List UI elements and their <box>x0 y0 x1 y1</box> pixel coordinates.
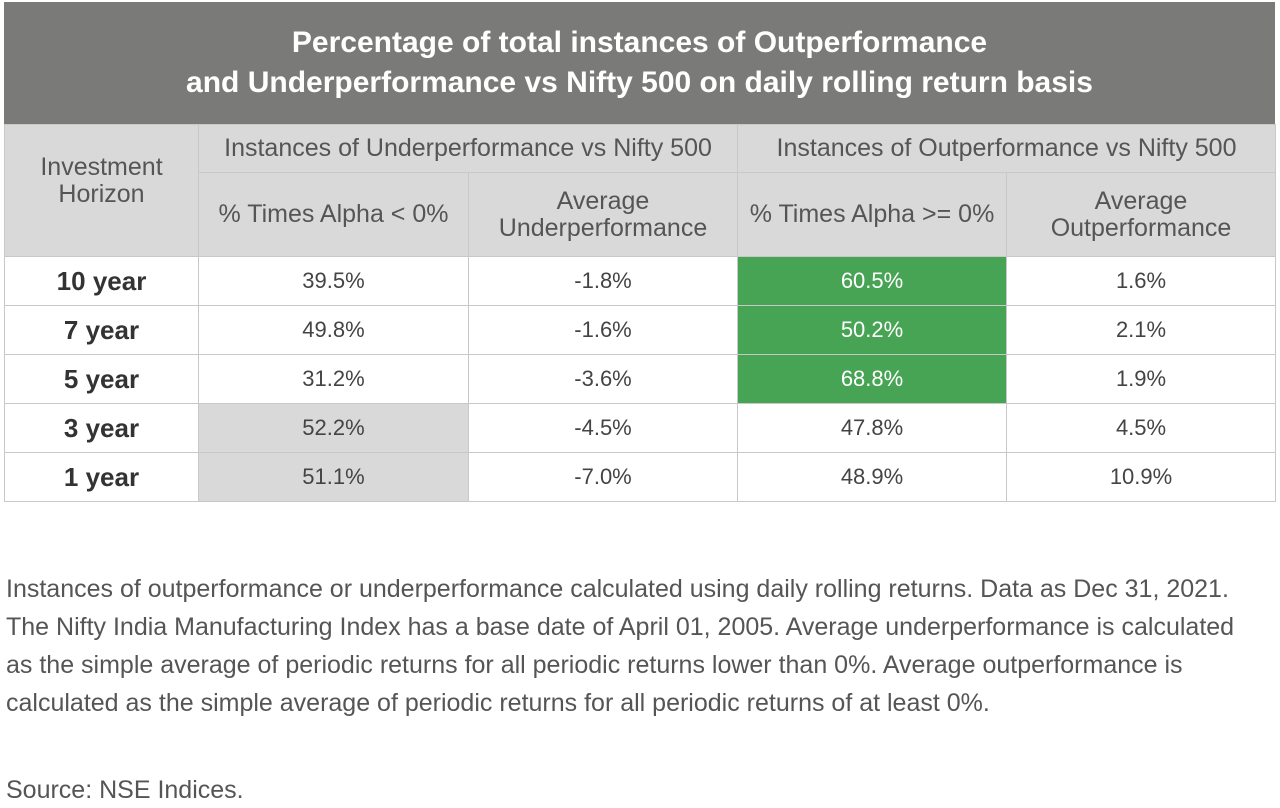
table-title-line-2: and Underperformance vs Nifty 500 on dai… <box>186 66 1093 99</box>
table-cell: 52.2% <box>198 403 469 453</box>
table-row: 10 year 39.5% -1.8% 60.5% 1.6% <box>4 256 1277 306</box>
times-alpha-negative-header: % Times Alpha < 0% <box>198 172 469 257</box>
table-title: Percentage of total instances of Outperf… <box>4 2 1275 124</box>
table-cell: -4.5% <box>467 403 739 453</box>
table-cell: 47.8% <box>737 403 1008 453</box>
average-underperformance-header: Average Underperformance <box>467 172 739 257</box>
average-outperformance-header: Average Outperformance <box>1006 172 1277 257</box>
table-cell: 4.5% <box>1006 403 1277 453</box>
table-cell: -1.8% <box>467 256 739 306</box>
row-label: 1 year <box>4 452 199 502</box>
table-row: 1 year 51.1% -7.0% 48.9% 10.9% <box>4 452 1277 502</box>
table-cell: 51.1% <box>198 452 469 502</box>
table-cell: 1.9% <box>1006 354 1277 404</box>
table-cell: -7.0% <box>467 452 739 502</box>
table-cell: 2.1% <box>1006 305 1277 355</box>
underperformance-group-header: Instances of Underperformance vs Nifty 5… <box>197 124 739 173</box>
table-row: 7 year 49.8% -1.6% 50.2% 2.1% <box>4 305 1277 355</box>
table-cell: -1.6% <box>467 305 739 355</box>
table-cell: 31.2% <box>198 354 469 404</box>
row-label: 3 year <box>4 403 199 453</box>
table-cell: 10.9% <box>1006 452 1277 502</box>
performance-table: Investment Horizon Instances of Underper… <box>4 124 1277 502</box>
table-cell: 49.8% <box>198 305 469 355</box>
footnote: Instances of outperformance or underperf… <box>6 575 1235 717</box>
row-label: 10 year <box>4 256 199 306</box>
table-cell: 60.5% <box>737 256 1008 306</box>
outperformance-group-header: Instances of Outperformance vs Nifty 500 <box>737 124 1277 173</box>
table-cell: 50.2% <box>737 305 1008 355</box>
row-label: 5 year <box>4 354 199 404</box>
table-row: 5 year 31.2% -3.6% 68.8% 1.9% <box>4 354 1277 404</box>
table-cell: 39.5% <box>198 256 469 306</box>
table-cell: 48.9% <box>737 452 1008 502</box>
row-label: 7 year <box>4 305 199 355</box>
table-cell: 68.8% <box>737 354 1008 404</box>
table-cell: 1.6% <box>1006 256 1277 306</box>
table-row: 3 year 52.2% -4.5% 47.8% 4.5% <box>4 403 1277 453</box>
table-title-line-1: Percentage of total instances of Outperf… <box>291 26 988 59</box>
table-cell: -3.6% <box>467 354 739 404</box>
investment-horizon-header: Investment Horizon <box>4 124 199 257</box>
source-note: Source: NSE Indices. <box>6 776 244 804</box>
times-alpha-positive-header: % Times Alpha >= 0% <box>737 172 1008 257</box>
